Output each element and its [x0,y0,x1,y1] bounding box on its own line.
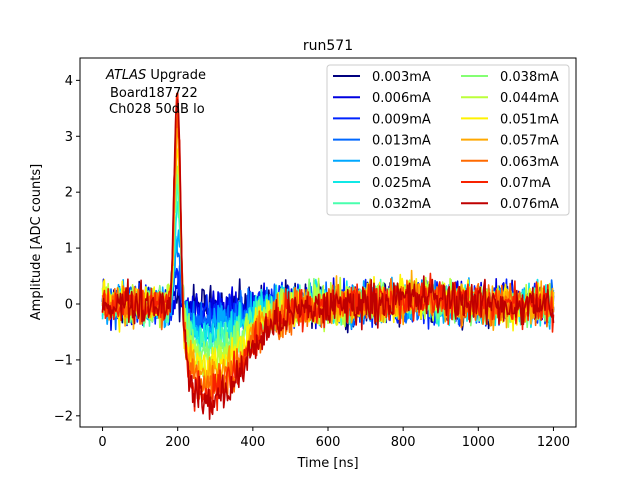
x-tick-label: 0 [98,435,106,450]
legend-entry: 0.07mA [500,176,551,191]
legend-entry: 0.006mA [372,91,431,106]
x-tick-label: 200 [165,435,190,450]
y-tick-label: 1 [65,242,73,257]
legend-entry: 0.032mA [372,197,431,212]
y-tick-label: 2 [65,186,73,201]
annotation-board: Board187722 [110,86,198,101]
annotation-block: ATLAS Upgrade Board187722 Ch028 50dB lo [105,68,206,117]
legend-box [326,64,570,216]
y-tick-label: −2 [54,409,73,424]
series-line [101,98,555,420]
chart-title: run571 [303,38,353,54]
legend-entry: 0.009mA [372,112,431,127]
legend-entry: 0.044mA [500,91,559,106]
legend-entry: 0.063mA [500,155,559,170]
x-tick-label: 1200 [537,435,570,450]
x-tick-label: 800 [391,435,416,450]
x-axis-label: Time [ns] [296,456,358,471]
y-axis-label: Amplitude [ADC counts] [29,164,44,320]
y-tick-label: −1 [54,353,73,368]
legend-entry: 0.003mA [372,70,431,85]
legend-entry: 0.025mA [372,176,431,191]
x-tick-label: 400 [240,435,265,450]
x-axis: 0 200 400 600 800 1000 1200 [98,427,570,450]
y-axis: −2 −1 0 1 2 3 4 [54,74,80,424]
annotation-channel: Ch028 50dB lo [109,102,205,117]
y-tick-label: 0 [65,298,73,313]
annotation-line-1: ATLAS Upgrade [105,68,206,83]
legend-entry: 0.013mA [372,134,431,149]
y-tick-label: 3 [65,130,73,145]
legend-entry: 0.019mA [372,155,431,170]
y-tick-label: 4 [65,74,73,89]
series-layer [101,92,555,420]
x-tick-label: 1000 [462,435,495,450]
legend: 0.003mA 0.006mA 0.009mA 0.013mA 0.019mA 0.025… [326,64,570,216]
annotation-atlas: ATLAS [105,68,146,83]
annotation-upgrade: Upgrade [146,68,206,83]
legend-entry: 0.038mA [500,70,559,85]
legend-entry: 0.051mA [500,112,559,127]
legend-entry: 0.057mA [500,134,559,149]
x-tick-label: 600 [316,435,341,450]
legend-entry: 0.076mA [500,197,559,212]
